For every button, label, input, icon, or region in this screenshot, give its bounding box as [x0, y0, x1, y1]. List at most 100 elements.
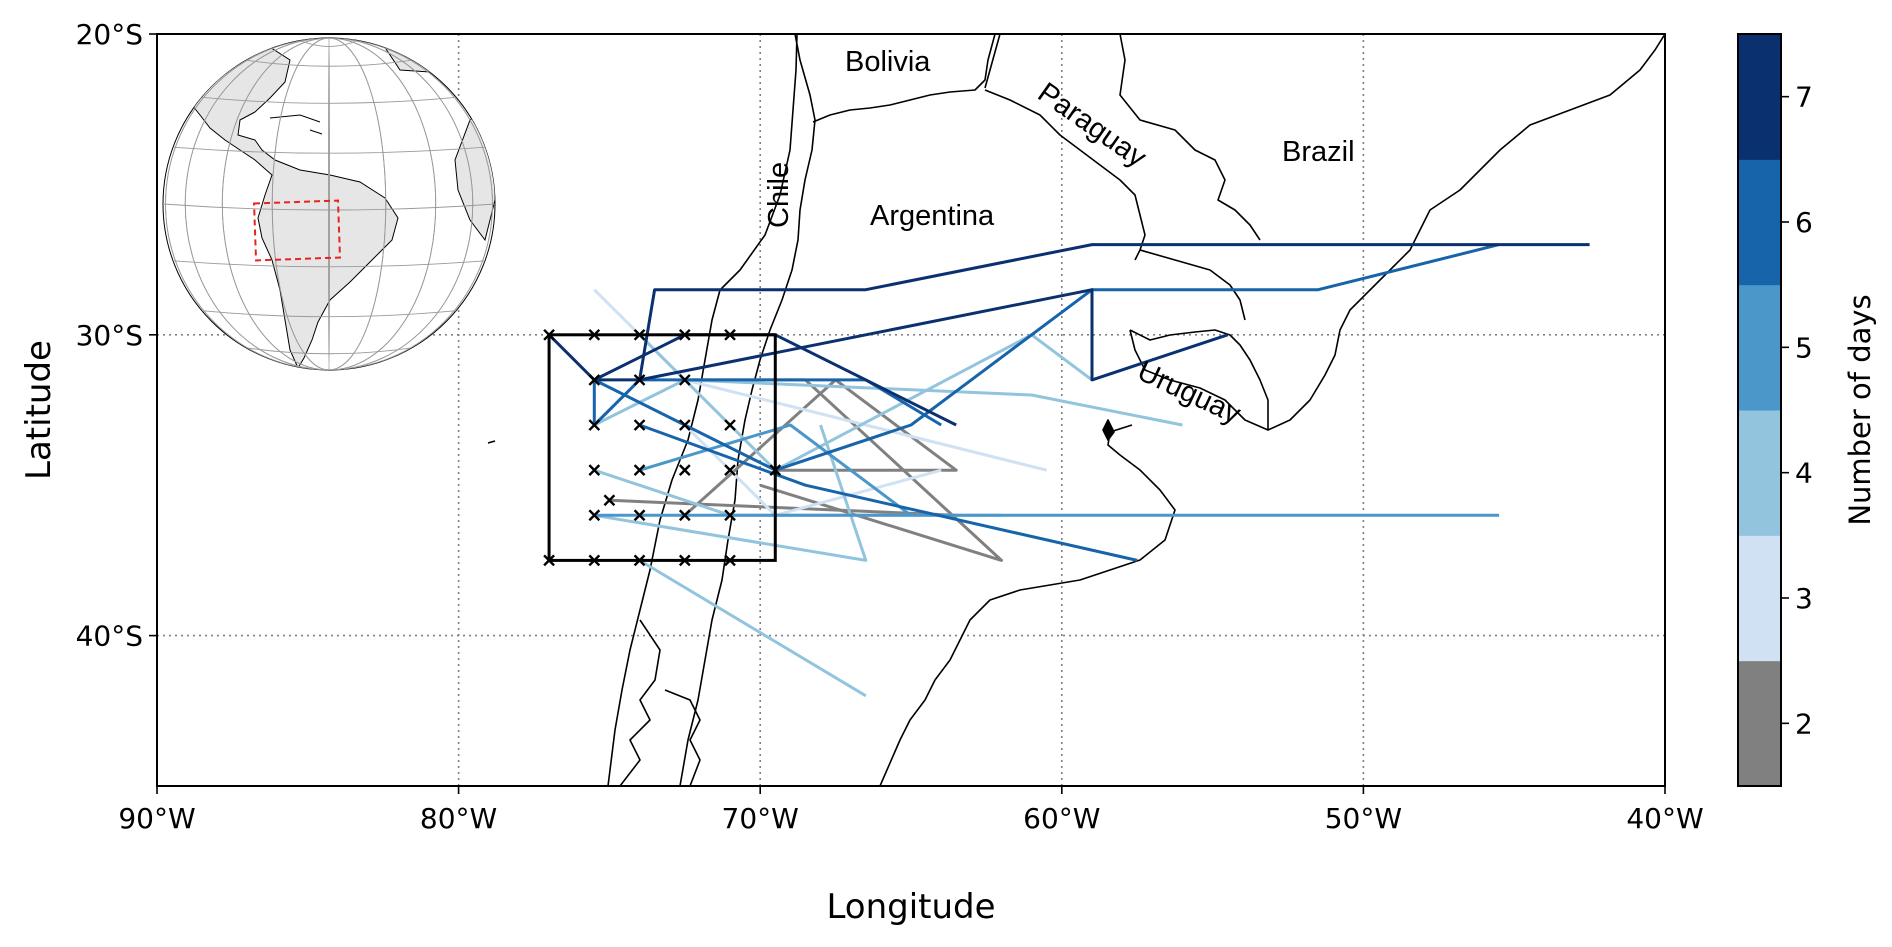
colorbar-tick-label: 3: [1795, 582, 1813, 615]
globe-meridian: [271, 38, 387, 370]
start-point-marker: [678, 419, 691, 431]
paraguay-border: [984, 89, 1146, 261]
start-point-marker: [603, 494, 616, 507]
x-tick-label: 90°W: [118, 802, 195, 835]
start-point-marker: [724, 554, 736, 567]
trajectory-line: [609, 498, 957, 517]
trajectory-line: [638, 559, 867, 698]
globe-meridian: [328, 38, 330, 370]
trajectory-line: [639, 423, 1138, 562]
colorbar-segment: [1738, 535, 1781, 662]
globe-parallel: [245, 59, 413, 67]
colorbar-tick-label: 6: [1795, 206, 1813, 239]
colorbar-segment: [1738, 159, 1781, 286]
country-label-bolivia: Bolivia: [845, 46, 931, 78]
x-tick-label: 70°W: [722, 802, 799, 835]
start-point-marker: [633, 509, 646, 522]
country-label-chile: Chile: [763, 162, 795, 228]
start-point-marker: [588, 464, 601, 477]
start-point-marker: [633, 419, 646, 431]
peninsula-valdes: [1102, 419, 1115, 441]
globe-graticule: [163, 38, 495, 370]
colorbar-label: Number of days: [1843, 294, 1877, 525]
start-point-marker: [724, 464, 736, 477]
atlantic-coastline-argentina: [879, 424, 1176, 786]
atlantic-coastline-brazil: [1267, 34, 1665, 431]
start-point-marker: [588, 328, 601, 341]
y-axis-ticks: 20°S 30°S 40°S: [76, 18, 157, 653]
argentina-brazil-border: [1139, 249, 1246, 321]
start-point-marker: [633, 464, 646, 477]
source-region-box: [547, 333, 777, 562]
colorbar: 2 3 4 5 6 7: [1737, 33, 1813, 787]
x-tick-label: 80°W: [420, 802, 497, 835]
uruguay-border: [1129, 329, 1269, 431]
globe-parallel: [163, 203, 495, 211]
globe-parallel: [300, 40, 358, 47]
trajectory-line: [639, 423, 912, 517]
start-point-marker: [678, 464, 691, 477]
colorbar-tick-label: 2: [1795, 707, 1813, 740]
start-point-marker: [678, 554, 691, 567]
trajectory-line: [593, 378, 942, 427]
globe-parallel: [245, 347, 413, 355]
y-axis-label: Latitude: [19, 340, 59, 480]
colorbar-tick-label: 4: [1795, 457, 1813, 490]
bolivia-border: [812, 34, 996, 123]
trajectory-line: [594, 424, 868, 562]
start-point-marker: [724, 419, 736, 431]
x-tick-label: 50°W: [1325, 802, 1402, 835]
x-tick-label: 40°W: [1626, 802, 1703, 835]
trajectory-line: [638, 243, 1590, 381]
colorbar-tick-label: 7: [1795, 81, 1813, 114]
inset-globe: [162, 37, 496, 371]
small-island: [487, 440, 496, 444]
start-point-markers: [543, 328, 782, 567]
start-point-marker: [724, 509, 736, 522]
colorbar-segment: [1738, 34, 1781, 160]
colorbar-segment: [1738, 660, 1781, 787]
y-tick-label: 20°S: [76, 18, 143, 51]
globe-parallel: [201, 96, 457, 104]
globe-landmass-americas: [163, 38, 399, 370]
trajectory-line: [683, 378, 958, 517]
globe-highlight-box: [253, 199, 342, 262]
colorbar-segment: [1738, 410, 1781, 536]
start-point-marker: [724, 328, 736, 341]
x-axis-label: Longitude: [826, 887, 995, 927]
colorbar-segment: [1738, 284, 1781, 411]
globe-caribbean: [269, 114, 323, 135]
y-tick-label: 30°S: [76, 319, 143, 352]
andes-border: [679, 34, 816, 786]
start-point-marker: [678, 328, 691, 341]
start-point-marker: [543, 554, 555, 567]
y-tick-label: 40°S: [76, 620, 143, 653]
start-point-marker: [678, 374, 691, 386]
start-point-marker: [588, 419, 601, 431]
paraguay-brazil-border: [984, 34, 1261, 241]
start-point-marker: [769, 464, 782, 477]
start-point-marker: [588, 509, 601, 522]
chile-islands: [619, 619, 701, 786]
colorbar-frame: [1737, 33, 1782, 787]
globe-meridian: [221, 38, 437, 370]
start-point-marker: [633, 328, 646, 341]
x-axis-ticks: 90°W 80°W 70°W 60°W 50°W 40°W: [118, 786, 1704, 835]
coastlines-and-borders: [487, 34, 1665, 786]
country-label-brazil: Brazil: [1282, 136, 1355, 168]
start-point-marker: [633, 374, 646, 386]
colorbar-tick-label: 5: [1795, 331, 1813, 364]
start-point-marker: [588, 374, 601, 386]
x-tick-label: 60°W: [1023, 802, 1100, 835]
country-label-argentina: Argentina: [870, 200, 995, 232]
start-point-marker: [588, 554, 601, 567]
start-point-marker: [633, 554, 646, 567]
globe-parallel: [201, 310, 457, 318]
map-frame: [156, 33, 1666, 787]
globe-parallel: [172, 260, 486, 268]
trajectory-line: [594, 288, 1229, 382]
globe-parallel: [172, 146, 486, 154]
start-point-marker: [678, 509, 691, 522]
start-point-marker: [543, 328, 555, 341]
